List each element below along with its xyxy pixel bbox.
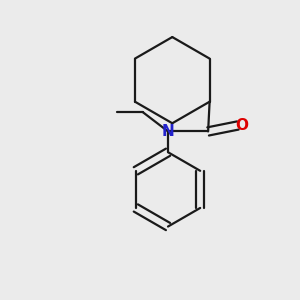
Text: O: O: [235, 118, 248, 133]
Text: N: N: [162, 124, 174, 139]
